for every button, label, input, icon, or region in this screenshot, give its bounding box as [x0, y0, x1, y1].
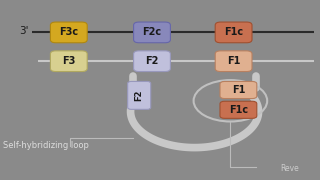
FancyBboxPatch shape	[215, 22, 252, 43]
Text: F2: F2	[145, 56, 159, 66]
FancyBboxPatch shape	[215, 51, 252, 71]
Text: 3': 3'	[19, 26, 29, 36]
FancyBboxPatch shape	[51, 22, 87, 43]
FancyBboxPatch shape	[128, 81, 151, 109]
Text: F3: F3	[62, 56, 76, 66]
Text: F3c: F3c	[59, 27, 78, 37]
Text: F1c: F1c	[224, 27, 243, 37]
Text: F2: F2	[135, 90, 144, 101]
FancyBboxPatch shape	[220, 81, 257, 99]
Text: F1c: F1c	[229, 105, 248, 115]
FancyBboxPatch shape	[220, 101, 257, 118]
FancyBboxPatch shape	[134, 51, 170, 71]
Text: F1: F1	[232, 85, 245, 95]
Text: F2c: F2c	[142, 27, 162, 37]
Text: F1: F1	[227, 56, 240, 66]
Text: Reve: Reve	[280, 164, 299, 173]
FancyBboxPatch shape	[134, 22, 170, 43]
FancyBboxPatch shape	[51, 51, 87, 71]
Text: Self-hybridizing loop: Self-hybridizing loop	[3, 141, 89, 150]
